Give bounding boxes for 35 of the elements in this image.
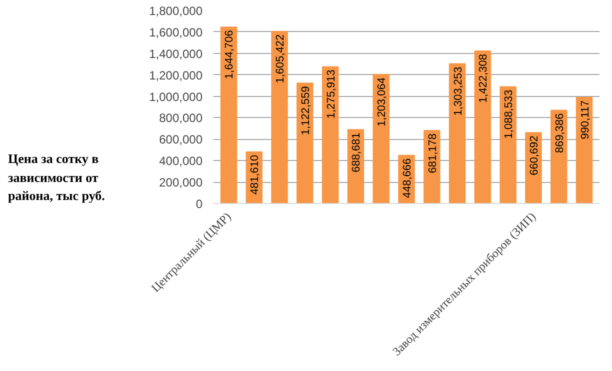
data-label: 990,117 bbox=[579, 100, 592, 140]
data-label: 1,088,533 bbox=[503, 90, 516, 139]
data-label: 1,275,913 bbox=[325, 70, 338, 119]
y-tick-label: 600,000 bbox=[159, 132, 203, 147]
data-label: 1,605,422 bbox=[274, 34, 287, 84]
bar bbox=[296, 82, 314, 204]
data-label: 481,610 bbox=[249, 154, 262, 195]
data-label: 1,422,308 bbox=[478, 54, 490, 103]
data-label: 1,203,064 bbox=[376, 78, 388, 126]
bar bbox=[220, 26, 238, 204]
data-label: 448,666 bbox=[402, 158, 414, 198]
bar bbox=[322, 66, 339, 204]
bar bbox=[372, 74, 390, 204]
y-tick-label: 800,000 bbox=[159, 111, 203, 126]
y-tick-label: 1,400,000 bbox=[149, 46, 203, 61]
text: Цена за сотку в зависимости от района, тыс руб. bbox=[8, 150, 106, 206]
y-tick-label: 1,200,000 bbox=[149, 68, 203, 82]
data-label: 660,692 bbox=[528, 136, 540, 176]
y-tick-label: 400,000 bbox=[159, 154, 203, 168]
data-label: 1,644,706 bbox=[224, 30, 236, 80]
data-label: 869,386 bbox=[554, 113, 566, 154]
bar bbox=[271, 30, 288, 204]
data-label: 681,178 bbox=[426, 133, 439, 174]
y-tick-label: 1,800,000 bbox=[149, 4, 203, 18]
bar bbox=[500, 86, 516, 204]
y-tick-label: 200,000 bbox=[159, 176, 203, 190]
y-tick-label: 0 bbox=[196, 197, 203, 211]
y-tick-label: 1,600,000 bbox=[149, 25, 203, 40]
bar bbox=[448, 63, 466, 204]
bar bbox=[576, 96, 593, 204]
data-label: 1,303,253 bbox=[452, 66, 464, 116]
bar bbox=[474, 50, 492, 204]
data-label: 688,681 bbox=[350, 132, 363, 172]
y-tick-label: 1,000,000 bbox=[149, 90, 203, 104]
data-label: 1,122,559 bbox=[300, 86, 312, 136]
